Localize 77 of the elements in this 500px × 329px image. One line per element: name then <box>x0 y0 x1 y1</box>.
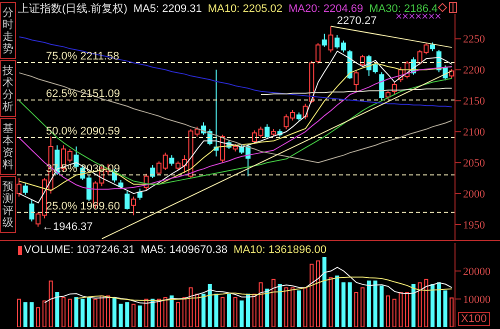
candlestick <box>131 196 136 216</box>
bar <box>170 295 174 327</box>
annotation: 2270.27 <box>336 15 377 28</box>
y-tick-label: 2000 <box>463 188 486 200</box>
bar <box>443 290 448 327</box>
bar <box>125 302 130 327</box>
bar <box>23 302 28 327</box>
candlestick <box>322 33 327 48</box>
bar <box>80 298 85 327</box>
y-tick-label: 2200 <box>463 64 486 77</box>
y-tick-label: 2150 <box>463 96 486 108</box>
y-tick-label: 20000 <box>463 266 491 278</box>
text: MA10: 2205.02 <box>208 2 283 16</box>
y-tick-label: 1950 <box>463 219 486 232</box>
bar <box>118 304 123 327</box>
line-series <box>18 72 452 164</box>
candlestick <box>137 188 142 200</box>
bar <box>30 302 34 327</box>
candlestick <box>449 68 454 79</box>
text: MA5: 1409670.38 <box>140 244 228 256</box>
candlestick <box>169 154 174 166</box>
bar <box>380 286 384 327</box>
text: 预测评级 <box>2 180 14 228</box>
candlestick <box>328 26 334 53</box>
bar <box>86 297 91 327</box>
candlestick <box>379 72 384 100</box>
bar <box>226 294 231 327</box>
legend-label: VOLUME: 1037246.31 <box>23 244 135 256</box>
y-tick-label: 2050 <box>463 158 486 170</box>
candlestick <box>392 82 397 95</box>
bar <box>74 297 78 327</box>
bar <box>208 284 212 327</box>
text: MA5: 2209.31 <box>133 2 202 16</box>
bar <box>436 282 441 327</box>
candlestick <box>29 199 34 222</box>
text: MA30: 2186.4 <box>369 2 438 14</box>
y-tick-label: 2250 <box>463 34 486 46</box>
candlestick <box>264 124 270 140</box>
bar <box>138 306 142 327</box>
candlestick <box>316 42 321 64</box>
bar <box>112 297 116 327</box>
bar <box>430 284 435 327</box>
annotation: ←1946.37 <box>42 221 93 233</box>
line-series <box>44 266 452 304</box>
bar <box>296 290 301 327</box>
bar <box>202 294 206 327</box>
bar <box>322 257 326 327</box>
bar <box>348 282 352 327</box>
line-series <box>18 36 452 108</box>
bar <box>150 298 155 327</box>
candlestick <box>22 182 28 196</box>
line-series <box>76 276 452 301</box>
text: 分时走势 <box>2 6 14 54</box>
candlestick <box>16 178 22 198</box>
bar <box>265 288 270 327</box>
y-tick-label: 10000 <box>463 294 491 306</box>
candlestick <box>354 70 359 92</box>
y-tick-label: 2100 <box>463 126 486 139</box>
bar <box>240 300 244 327</box>
text: 技术分析 <box>2 64 14 112</box>
bar <box>341 282 346 327</box>
y-axis-title: X100 <box>458 312 490 326</box>
candlestick <box>150 164 156 179</box>
bar <box>335 276 340 327</box>
text: MA20: 2204.69 <box>288 2 364 16</box>
annotation: ××××××× <box>395 12 441 22</box>
candlestick <box>124 190 130 210</box>
chart-title: 上证指数(日线.前复权) <box>18 2 128 16</box>
bar <box>411 284 416 327</box>
bar <box>55 292 60 327</box>
bar <box>373 280 378 327</box>
text: 基本资料 <box>2 122 14 170</box>
bar <box>214 294 218 327</box>
bar <box>278 284 282 327</box>
bar <box>246 294 250 327</box>
text: MA10: 1361896.00 <box>234 244 327 256</box>
bar <box>366 280 371 327</box>
